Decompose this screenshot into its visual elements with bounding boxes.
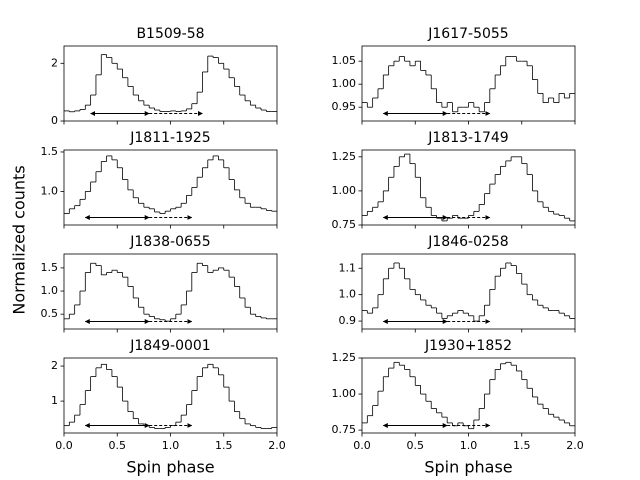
- y-tick-label: 1.00: [332, 77, 357, 90]
- y-tick-label: 0: [51, 114, 58, 127]
- axes-frame: [63, 45, 278, 122]
- y-tick-label: 1.0: [41, 184, 59, 197]
- subplot: J1811-1925 1.0 1.5: [41, 130, 278, 229]
- step-connector: [366, 154, 571, 221]
- axes-frame: [63, 149, 278, 226]
- y-tick-label: 1.05: [332, 54, 357, 67]
- y-tick-label: 0.95: [332, 100, 357, 113]
- x-tick-label: 2.0: [566, 439, 584, 452]
- y-tick-label: 1.0: [41, 284, 59, 297]
- subplot-title: J1849-0001: [129, 338, 210, 354]
- y-tick-label: 0.5: [41, 307, 59, 320]
- axes-frame: [63, 253, 278, 330]
- step-connector: [68, 54, 267, 112]
- x-tick-label: 1.0: [460, 439, 478, 452]
- x-tick-label: 0.0: [55, 439, 73, 452]
- x-tick-label: 2.0: [268, 439, 286, 452]
- axes-frame: [63, 357, 278, 434]
- x-tick-label: 0.5: [109, 439, 127, 452]
- step-connector: [68, 364, 273, 429]
- y-tick-label: 1.0: [339, 288, 357, 301]
- y-tick-label: 1.5: [41, 261, 59, 274]
- y-tick-label: 0.75: [332, 218, 357, 231]
- y-tick-label: 1.1: [339, 261, 357, 274]
- subplot-title: J1930+1852: [424, 338, 512, 354]
- y-axis-label: Normalized counts: [10, 165, 29, 314]
- y-tick-label: 1.5: [41, 145, 59, 158]
- subplot-title: J1838-0655: [129, 234, 210, 250]
- x-tick-label: 1.5: [215, 439, 233, 452]
- y-tick-label: 0.9: [339, 314, 357, 327]
- subplot: J1617-5055 0.95 1.00 1.05: [332, 26, 576, 125]
- subplot-title: J1846-0258: [427, 234, 508, 250]
- step-connector: [366, 262, 571, 322]
- y-tick-label: 1: [51, 394, 58, 407]
- subplot: J1838-0655 0.5 1.0 1.5: [41, 234, 278, 333]
- step-connector: [68, 263, 267, 322]
- step-connector: [68, 155, 273, 214]
- subplot: J1849-0001 1 2 0.0 0.5 1.0 1.5 2.0 Spin phase: [51, 338, 286, 477]
- subplot-title: J1811-1925: [129, 130, 210, 146]
- axes-frame: [361, 45, 576, 122]
- axes-frame: [361, 253, 576, 330]
- y-tick-label: 0.75: [332, 423, 357, 436]
- step-connector: [366, 56, 571, 112]
- y-tick-label: 1.25: [332, 150, 357, 163]
- subplot-title: B1509-58: [136, 26, 204, 42]
- y-tick-label: 2: [51, 359, 58, 372]
- x-tick-label: 1.0: [162, 439, 180, 452]
- axes-frame: [361, 149, 576, 226]
- y-tick-label: 1.00: [332, 184, 357, 197]
- y-tick-label: 1.00: [332, 387, 357, 400]
- x-tick-label: 1.5: [513, 439, 531, 452]
- subplot: J1846-0258 0.9 1.0 1.1: [339, 234, 576, 333]
- subplot: B1509-58 0 2: [51, 26, 278, 127]
- subplot-title: J1617-5055: [427, 26, 508, 42]
- x-tick-label: 0.0: [353, 439, 371, 452]
- y-tick-label: 2: [51, 56, 58, 69]
- step-connector: [366, 362, 571, 429]
- subplot: J1813-1749 0.75 1.00 1.25: [332, 130, 576, 231]
- axes-frame: [361, 357, 576, 434]
- x-axis-label: Spin phase: [126, 458, 214, 477]
- y-tick-label: 1.25: [332, 351, 357, 364]
- subplot-title: J1813-1749: [427, 130, 508, 146]
- x-tick-label: 0.5: [407, 439, 425, 452]
- x-axis-label: Spin phase: [424, 458, 512, 477]
- subplot: J1930+1852 0.75 1.00 1.25 0.0 0.5 1.0 1.5 2.0 Spi…: [332, 338, 584, 477]
